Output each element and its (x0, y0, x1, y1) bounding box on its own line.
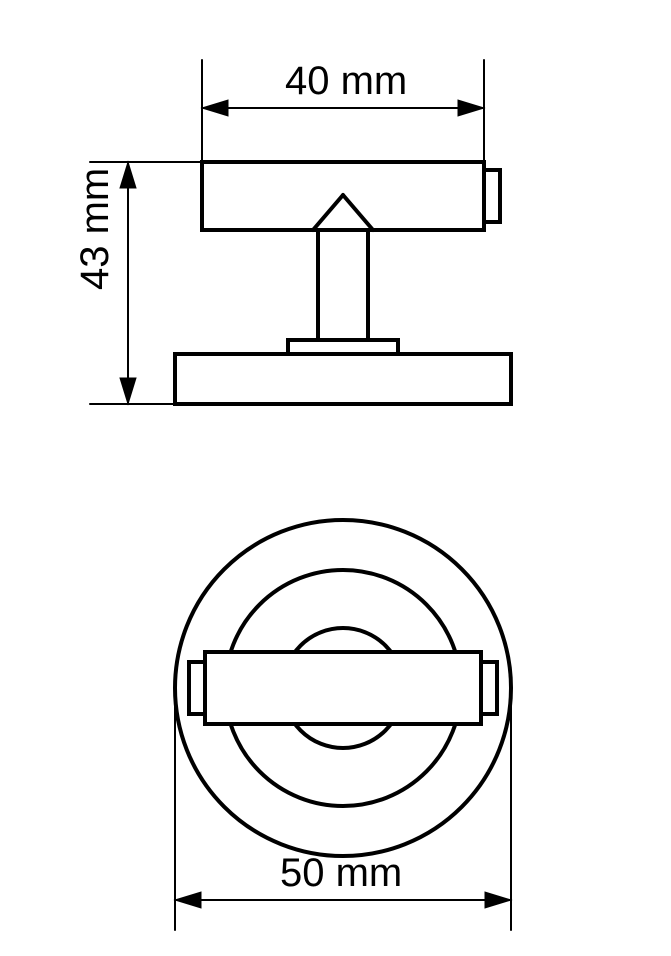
side-view (175, 162, 511, 404)
dim-height-side-label: 43 mm (73, 168, 117, 290)
technical-drawing: 40 mm 43 mm 50 mm (0, 0, 671, 956)
dim-width-top-label: 40 mm (285, 59, 407, 103)
top-view (175, 520, 511, 856)
dim-diameter-bottom-label: 50 mm (280, 851, 402, 895)
